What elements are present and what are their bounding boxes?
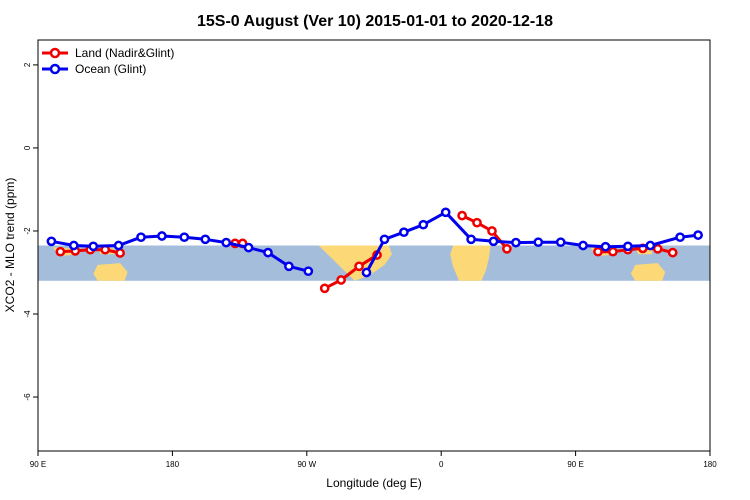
x-tick-label: 180 [703,460,717,469]
data-point [593,246,603,257]
y-tick-label: -6 [23,393,32,401]
data-point [354,261,364,272]
data-point [46,236,57,247]
data-point [600,241,611,252]
data-point [511,237,521,248]
data-point [336,275,346,285]
data-point [68,240,79,251]
continent-shape [93,263,128,281]
x-tick-label: 0 [439,460,444,469]
data-point [303,266,314,277]
x-axis: 90 E 180 90 W 0 90 E 180 [30,451,717,469]
data-point [578,240,588,251]
data-point [319,283,330,294]
data-point [418,219,429,230]
data-point [221,237,232,248]
x-tick-label: 90 W [297,460,316,469]
data-point [399,227,409,238]
legend-label-land: Land (Nadir&Glint) [75,46,174,60]
chart-title: 15S-0 August (Ver 10) 2015-01-01 to 2020… [197,13,553,30]
data-point [379,234,390,245]
continent-shape [450,245,491,281]
data-point [667,247,678,258]
data-point [200,234,211,245]
y-axis: 2 0 -2 -4 -6 [23,62,38,401]
data-point [502,243,512,254]
x-tick-label: 180 [166,460,180,469]
data-point [533,237,544,248]
y-tick-label: 0 [23,145,32,150]
series-line [324,253,378,290]
series-line [461,214,509,250]
data-point [645,240,656,251]
data-point [179,232,190,243]
series-ocean [46,207,703,278]
data-point [555,237,566,248]
x-tick-label: 90 E [567,460,583,469]
data-point [623,241,633,252]
data-point [88,241,99,252]
y-tick-label: 2 [23,62,32,67]
y-axis-label: XCO2 - MLO trend (ppm) [3,178,17,313]
data-point [243,242,254,253]
data-point [675,232,685,243]
data-point [284,261,294,272]
data-point [693,230,703,240]
series-line [365,210,699,274]
data-point [488,236,499,247]
legend-label-ocean: Ocean (Glint) [75,62,146,76]
data-point [466,234,476,245]
continent-shape [630,263,666,281]
data-point [652,243,663,254]
data-point [115,248,125,258]
legend-entry-ocean: Ocean (Glint) [42,62,146,76]
data-point [472,217,482,228]
data-point [440,207,451,218]
legend-entry-land: Land (Nadir&Glint) [42,46,174,60]
data-point [361,267,372,278]
data-point [457,210,467,221]
data-point [263,247,273,258]
y-tick-label: -2 [23,227,32,235]
data-point [487,226,497,236]
data-point [608,246,618,257]
data-point [157,231,167,241]
x-axis-label: Longitude (deg E) [326,476,421,490]
legend: Land (Nadir&Glint) Ocean (Glint) [42,46,174,76]
y-tick-label: -4 [23,310,32,318]
plot-frame [37,39,711,452]
data-point [136,232,146,243]
x-tick-label: 90 E [30,460,46,469]
data-point [113,240,124,251]
data-point [55,246,66,257]
